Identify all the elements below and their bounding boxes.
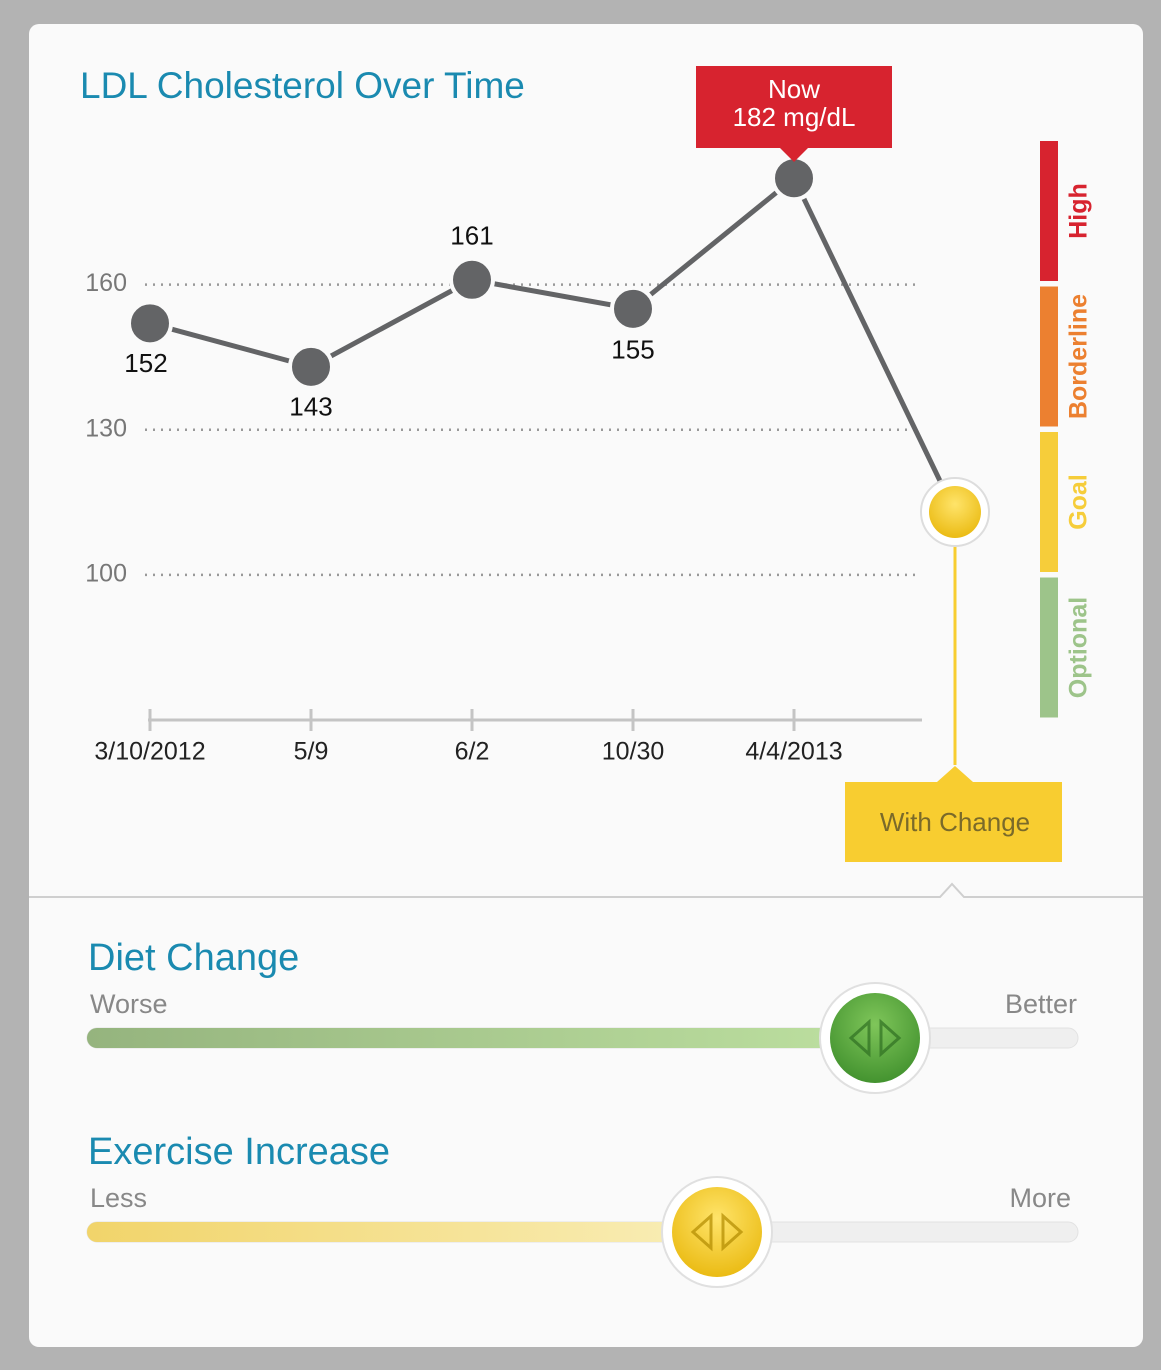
x-tick-label: 5/9 bbox=[294, 738, 329, 766]
slider-max-label: More bbox=[1009, 1183, 1071, 1213]
slider-fill bbox=[87, 1028, 875, 1048]
chart: 100 130 160 3/10/2012 5/9 6/2 10/30 4/4/2013 152… bbox=[85, 66, 1093, 862]
zone-label: Borderline bbox=[1065, 294, 1093, 419]
slider-min-label: Worse bbox=[90, 989, 168, 1019]
slider-title: Exercise Increase bbox=[88, 1131, 390, 1173]
callout-label: 182 mg/dL bbox=[733, 102, 856, 132]
divider bbox=[29, 882, 1143, 898]
data-label: 152 bbox=[124, 348, 167, 378]
point bbox=[610, 285, 656, 332]
y-tick-label: 100 bbox=[85, 559, 127, 587]
handle-knob bbox=[672, 1187, 762, 1277]
x-tick-label: 6/2 bbox=[455, 738, 490, 766]
point bbox=[449, 256, 495, 303]
data-label: 161 bbox=[450, 221, 493, 251]
data-label: 155 bbox=[611, 335, 654, 365]
slider-max-label: Better bbox=[1005, 989, 1077, 1019]
projection-label: With Change bbox=[880, 807, 1030, 837]
slider-fill bbox=[87, 1222, 717, 1242]
projection-line bbox=[791, 177, 958, 514]
handle-arrows bbox=[848, 1018, 902, 1058]
x-tick-label: 10/30 bbox=[602, 738, 665, 766]
controls: Diet Change Worse Better Exercise Increase L… bbox=[86, 937, 1079, 1288]
x-tick-label: 3/10/2012 bbox=[94, 738, 205, 766]
callout bbox=[696, 66, 892, 162]
zone-bar bbox=[1040, 141, 1058, 281]
handle-knob bbox=[830, 993, 920, 1083]
zone-label: Goal bbox=[1065, 474, 1093, 530]
point bbox=[288, 343, 334, 390]
y-tick-label: 130 bbox=[85, 414, 127, 442]
callout-title: Now bbox=[768, 74, 820, 104]
zone-label: High bbox=[1065, 183, 1093, 239]
handle-arrows bbox=[690, 1212, 744, 1252]
zone-bar bbox=[1040, 286, 1058, 427]
slider-title: Diet Change bbox=[88, 937, 299, 979]
chart-title: LDL Cholesterol Over Time bbox=[80, 65, 525, 106]
y-tick-label: 160 bbox=[85, 269, 127, 297]
projection-box bbox=[845, 766, 1062, 862]
slider-min-label: Less bbox=[90, 1183, 147, 1213]
zone-label: Optional bbox=[1065, 597, 1093, 698]
projection-point bbox=[929, 485, 981, 538]
slider-handle[interactable] bbox=[819, 982, 931, 1094]
x-tick-label: 4/4/2013 bbox=[745, 738, 842, 766]
slider-handle[interactable] bbox=[661, 1176, 773, 1288]
zone-bar bbox=[1040, 432, 1058, 572]
data-label: 143 bbox=[289, 392, 332, 422]
point bbox=[127, 300, 173, 347]
point bbox=[771, 155, 817, 202]
zone-bar bbox=[1040, 577, 1058, 718]
